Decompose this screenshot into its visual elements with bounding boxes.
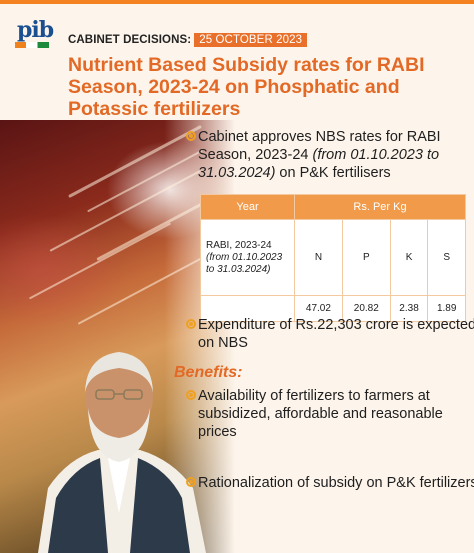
- tricolor-stripe: [15, 42, 49, 48]
- table-rate-s: 1.89: [427, 295, 466, 322]
- table-year-cell: RABI, 2023-24 (from 01.10.2023 to 31.03.…: [200, 219, 295, 296]
- person-photo: [38, 352, 206, 553]
- bullet-approval-tail: on P&K fertilisers: [275, 165, 391, 181]
- table-nutrient-s: S: [427, 219, 466, 296]
- bullet-approval-text: Cabinet approves NBS rates for RABI Seas…: [198, 129, 441, 163]
- table-rate-n: 47.02: [294, 295, 343, 322]
- bullet-expenditure: Expenditure of Rs.22,303 crore is expect…: [186, 316, 474, 352]
- bullet-approval: Cabinet approves NBS rates for RABI Seas…: [186, 128, 474, 182]
- kicker-date-badge: 25 OCTOBER 2023: [194, 33, 308, 47]
- table-header-rate: Rs. Per Kg: [294, 194, 466, 220]
- top-accent-rule: [0, 0, 474, 4]
- cabinet-decisions-kicker: CABINET DECISIONS: 25 OCTOBER 2023: [68, 33, 308, 47]
- pib-logo-text: pib: [17, 17, 54, 43]
- kicker-label: CABINET DECISIONS:: [68, 34, 192, 46]
- benefit-item-text: Rationalization of subsidy on P&K fertil…: [198, 475, 474, 491]
- page-title: Nutrient Based Subsidy rates for RABI Se…: [68, 54, 425, 120]
- benefit-item: Rationalization of subsidy on P&K fertil…: [186, 474, 474, 492]
- table-header-year: Year: [200, 194, 295, 220]
- table-empty-cell: [200, 295, 295, 322]
- bullet-circle-icon: [186, 131, 196, 141]
- table-nutrient-p: P: [341, 219, 391, 296]
- pib-logo: pib: [7, 8, 54, 48]
- bullet-circle-icon: [186, 390, 196, 400]
- table-nutrient-k: K: [389, 219, 429, 296]
- table-rate-p: 20.82: [341, 295, 391, 322]
- benefits-heading: Benefits:: [174, 364, 243, 381]
- table-rate-k: 2.38: [389, 295, 429, 322]
- benefit-item: Availability of fertilizers to farmers a…: [186, 387, 474, 441]
- nbs-rates-table: Year Rs. Per Kg RABI, 2023-24 (from 01.1…: [200, 194, 466, 322]
- table-year-range: (from 01.10.2023 to 31.03.2024): [206, 251, 283, 275]
- table-year-label: RABI, 2023-24: [206, 239, 272, 251]
- benefit-item-text: Availability of fertilizers to farmers a…: [198, 388, 443, 440]
- bullet-approval-period: (from 01.10.2023 to 31.03.2024): [198, 147, 440, 181]
- bullet-circle-icon: [186, 319, 196, 329]
- bullet-circle-icon: [186, 477, 196, 487]
- table-nutrient-n: N: [294, 219, 343, 296]
- bullet-expenditure-text: Expenditure of Rs.22,303 crore is expect…: [198, 317, 474, 351]
